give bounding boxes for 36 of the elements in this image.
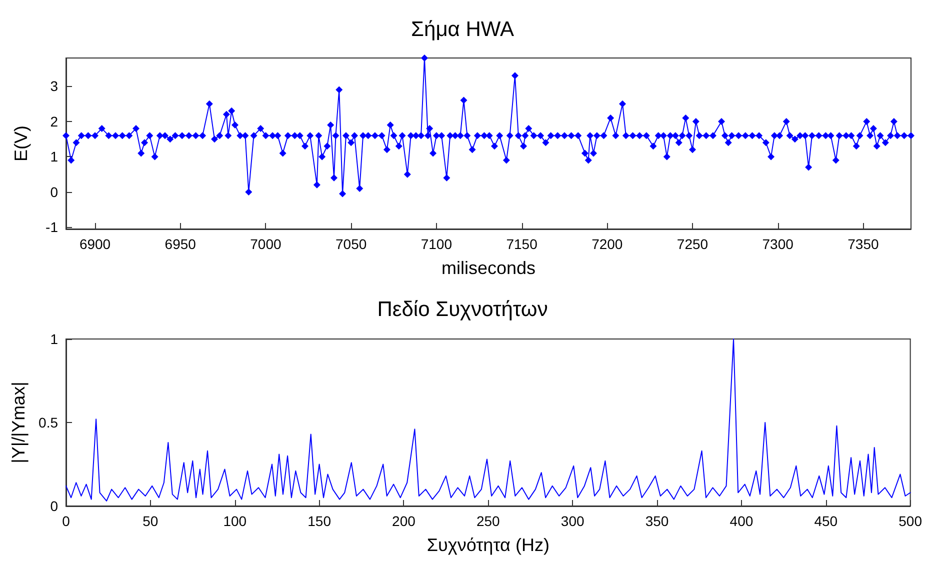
x-tick-label: 7350 [848, 236, 879, 252]
x-tick-label: 200 [392, 513, 416, 529]
y-tick-label: 0 [50, 498, 58, 514]
x-tick-label: 7250 [676, 236, 708, 252]
chart-title: Πεδίο Συχνοτήτων [377, 298, 548, 321]
x-tick-label: 450 [814, 513, 838, 529]
x-tick-label: 100 [223, 513, 247, 529]
x-tick-label: 50 [142, 513, 158, 529]
x-tick-label: 500 [898, 513, 922, 529]
x-tick-label: 250 [476, 513, 500, 529]
x-tick-label: 6950 [164, 236, 196, 252]
y-axis-title: |Y|/|Ymax| [8, 382, 29, 464]
y-axis-title: E(V) [11, 126, 31, 162]
x-axis-title: miliseconds [441, 258, 536, 278]
y-tick-label: 0 [50, 184, 58, 200]
y-tick-label: 3 [50, 78, 58, 94]
x-tick-label: 300 [560, 513, 584, 529]
x-tick-label: 7000 [250, 236, 282, 252]
x-tick-label: 0 [62, 513, 70, 529]
line-series [66, 338, 911, 502]
x-tick-label: 400 [730, 513, 754, 529]
x-tick-label: 7300 [762, 236, 794, 252]
chart-title: Σήμα HWA [411, 18, 514, 41]
y-tick-label: 1 [50, 148, 58, 165]
x-tick-label: 7100 [420, 236, 452, 252]
x-tick-label: 7200 [592, 236, 623, 252]
y-tick-label: 0.5 [38, 414, 58, 430]
x-axis-title: Συχνότητα (Hz) [426, 535, 550, 555]
y-tick-label: 2 [50, 113, 58, 130]
x-tick-label: 350 [645, 513, 669, 529]
x-tick-label: 6900 [79, 236, 111, 252]
x-tick-label: 7050 [336, 236, 367, 252]
x-tick-label: 150 [308, 513, 332, 529]
x-tick-label: 7150 [506, 236, 538, 252]
y-tick-label: 1 [50, 331, 58, 347]
y-tick-label: -1 [46, 219, 58, 236]
